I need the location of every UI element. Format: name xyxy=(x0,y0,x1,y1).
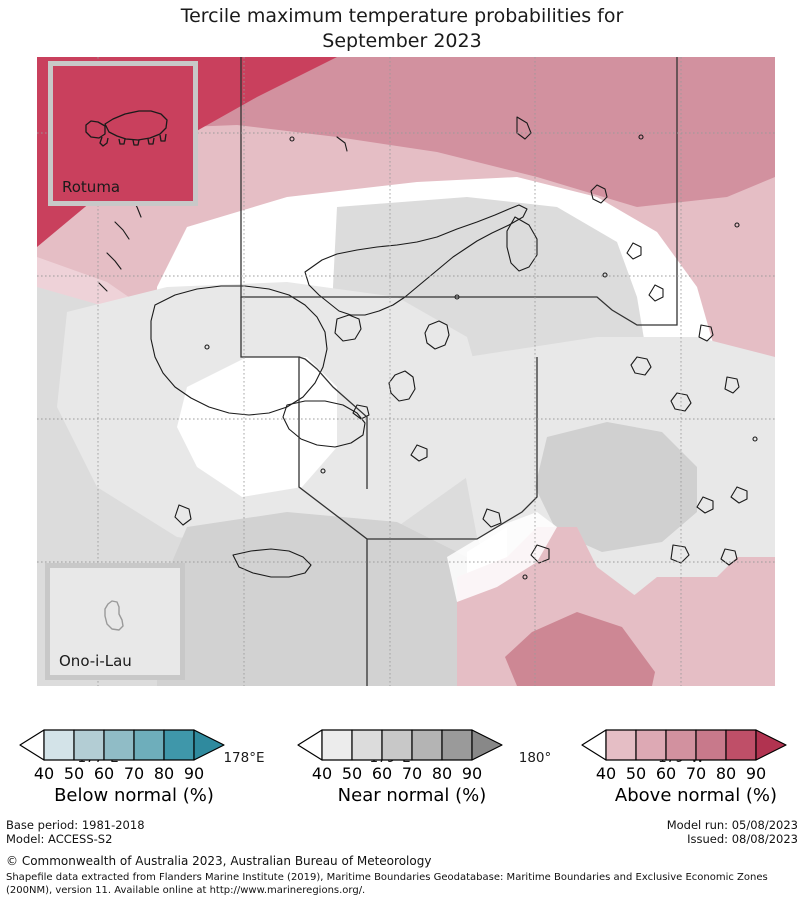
footer-base-period: Base period: 1981-2018 xyxy=(6,818,145,832)
cbar-above-tick-70: 70 xyxy=(685,764,707,783)
cbar-below-tick-60: 60 xyxy=(93,764,115,783)
footer-shapefile-credit: Shapefile data extracted from Flanders M… xyxy=(6,872,768,896)
colorbar-near-ticks: 40 50 60 70 80 90 xyxy=(286,764,538,784)
cbar-below-tick-40: 40 xyxy=(33,764,55,783)
contour-near-50-korosea xyxy=(535,422,697,552)
contour-near-50-southeast xyxy=(157,512,507,686)
contour-neutral-white-southgap xyxy=(447,512,557,602)
cbar-near-tick-70: 70 xyxy=(401,764,423,783)
colorbar-near-caption: Near normal (%) xyxy=(337,785,487,806)
footer-model: Model: ACCESS-S2 xyxy=(6,832,113,846)
colorbar-near-normal-swatches xyxy=(297,729,503,761)
eez-boundary xyxy=(240,57,678,686)
title-line-1: Tercile maximum temperature probabilitie… xyxy=(180,5,624,27)
ono-i-lau-island-shape xyxy=(104,600,124,631)
page-title: Tercile maximum temperature probabilitie… xyxy=(0,4,804,54)
rotuma-island-shape xyxy=(85,110,168,147)
cbar-above-tick-60: 60 xyxy=(655,764,677,783)
cbar-near-tick-60: 60 xyxy=(371,764,393,783)
footer-model-run: Model run: 05/08/2023 xyxy=(666,818,798,832)
colorbar-below-ticks: 40 50 60 70 80 90 xyxy=(8,764,260,784)
colorbar-above-normal-swatches xyxy=(581,729,787,761)
inset-label-rotuma: Rotuma xyxy=(62,178,121,196)
colorbar-near-normal[interactable]: 40 50 60 70 80 90 Near normal (%) xyxy=(286,728,538,812)
colorbar-below-normal[interactable]: 40 50 60 70 80 90 Below normal (%) xyxy=(8,728,260,812)
footer-copyright: © Commonwealth of Australia 2023, Austra… xyxy=(6,854,432,868)
lon-tick-180: 180° xyxy=(518,750,552,766)
cbar-below-tick-50: 50 xyxy=(63,764,85,783)
cbar-above-tick-50: 50 xyxy=(625,764,647,783)
contour-above-60-southcore xyxy=(505,612,655,686)
cbar-near-tick-40: 40 xyxy=(311,764,333,783)
contour-neutral-white-vitilevu xyxy=(177,357,337,497)
inset-rotuma[interactable]: Rotuma xyxy=(48,61,198,206)
cbar-below-tick-80: 80 xyxy=(153,764,175,783)
footer-issued: Issued: 08/08/2023 xyxy=(687,832,798,846)
lon-tick-178e: 178°E xyxy=(223,750,265,766)
inset-label-ono-i-lau: Ono-i-Lau xyxy=(59,652,132,670)
probability-map[interactable]: 16°S 17°S 18°S 19°S 177°E 178°E 179°E 18… xyxy=(37,57,775,766)
title-line-2: September 2023 xyxy=(322,30,482,52)
cbar-near-tick-90: 90 xyxy=(461,764,483,783)
cbar-near-tick-50: 50 xyxy=(341,764,363,783)
cbar-below-tick-70: 70 xyxy=(123,764,145,783)
cbar-near-tick-80: 80 xyxy=(431,764,453,783)
colorbar-above-ticks: 40 50 60 70 80 90 xyxy=(570,764,804,784)
cbar-below-tick-90: 90 xyxy=(183,764,205,783)
map-canvas[interactable] xyxy=(37,57,775,686)
cbar-above-tick-90: 90 xyxy=(745,764,767,783)
cbar-above-tick-80: 80 xyxy=(715,764,737,783)
colorbar-above-caption: Above normal (%) xyxy=(614,785,778,806)
colorbar-above-normal[interactable]: 40 50 60 70 80 90 Above normal (%) xyxy=(570,728,804,812)
inset-ono-i-lau[interactable]: Ono-i-Lau xyxy=(45,563,185,680)
cbar-above-tick-40: 40 xyxy=(595,764,617,783)
colorbar-below-normal-swatches xyxy=(19,729,225,761)
colorbar-below-caption: Below normal (%) xyxy=(54,785,214,806)
